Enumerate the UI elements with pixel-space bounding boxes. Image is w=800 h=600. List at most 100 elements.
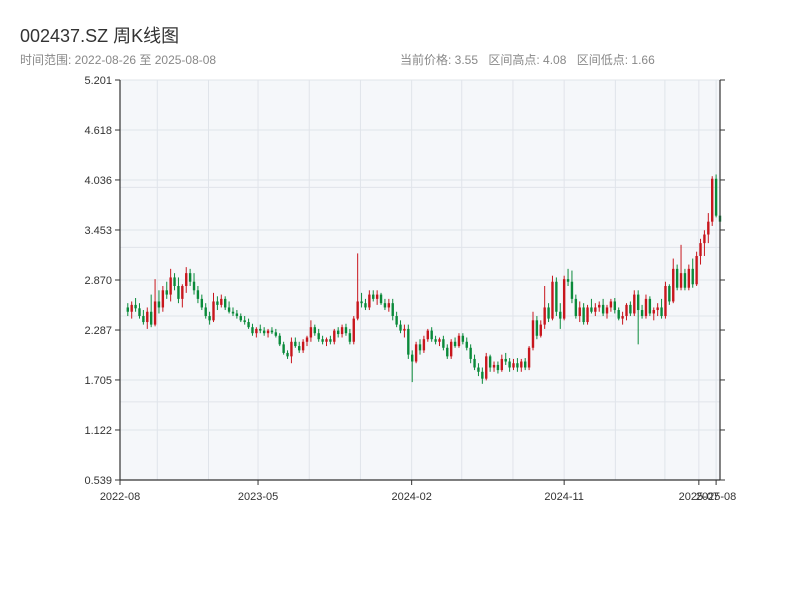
candle [414,341,418,364]
candle-body [527,347,531,368]
candle [566,268,570,287]
candle-body [231,311,235,314]
candle-body [648,298,652,314]
candle-body [508,361,511,368]
candle [707,213,710,244]
candle [274,328,278,338]
candle-body [309,327,313,338]
y-tick-label: 1.705 [84,375,112,387]
candle-body [496,364,500,371]
y-tick-label: 4.618 [84,125,112,137]
candle [562,275,566,321]
candle-body [652,310,655,314]
x-tick-label: 2024-11 [544,491,584,503]
candle [488,354,492,372]
candle-body [691,268,694,285]
y-tick-label: 2.287 [84,325,112,337]
candle [368,290,371,311]
candle-body [282,344,285,353]
candle-body [543,307,546,325]
candle [313,324,317,336]
candle-body [274,332,278,336]
candle [375,290,379,305]
candle-body [200,298,204,308]
candle-body [629,304,632,314]
candle-body [523,361,527,368]
candle [290,337,293,364]
candle-body [582,307,585,323]
candle-body [223,298,227,308]
candle [539,320,542,338]
candle-body [313,327,317,334]
candle [379,292,383,305]
candle-body [344,327,348,334]
candle [336,327,340,338]
stats-row: 当前价格: 3.55 区间高点: 4.08 区间低点: 1.66 [400,51,662,68]
candle [383,298,387,311]
candle-body [625,304,628,317]
candle [520,358,523,372]
candle [208,311,211,325]
candle [352,316,355,345]
candle-body [185,273,188,287]
candle-body [559,311,562,319]
candle [340,324,344,338]
candle-body [695,255,698,285]
candle-body [227,307,231,312]
candle-body [266,330,270,334]
candle-body [461,335,465,342]
candle [570,270,574,304]
candle [165,281,168,299]
y-tick-label: 2.870 [84,275,112,287]
candle [403,324,406,338]
candle [149,294,153,328]
candle-body [301,341,305,351]
candle [173,273,176,291]
candle [138,303,141,319]
candle-body [356,301,359,319]
candle [664,281,667,319]
candle [239,313,242,323]
candle-body [664,286,667,317]
y-tick-label: 5.201 [84,75,112,87]
candle [270,327,274,335]
candle-body [683,273,687,288]
candle [457,333,461,348]
candle [601,298,605,317]
candle [301,339,305,353]
candle [364,298,367,311]
candle [146,307,149,329]
candle [535,316,539,340]
candle-body [711,178,714,222]
candle-body [278,335,281,345]
candle [344,323,348,336]
candle [512,358,515,371]
candle [134,298,137,312]
candle [605,304,609,319]
candle-body [539,324,542,336]
candle-body [352,318,355,342]
candle-body [192,281,196,291]
candle-body [247,322,250,328]
candle-body [181,286,184,299]
candle [227,301,231,314]
candle-body [660,307,663,317]
candle [251,323,254,336]
candle [492,361,496,372]
candles [126,174,722,384]
candle-body [126,307,129,312]
candle [590,298,593,314]
candle-body [298,346,301,351]
candle-body [243,320,246,323]
candle [372,290,375,302]
candle [574,294,578,319]
candle [531,311,535,351]
candle [629,301,632,317]
x-tick-label: 2022-08 [100,491,140,503]
candle-body [449,341,453,357]
candle-body [411,354,414,362]
candle-body [687,268,691,288]
candle [309,320,313,342]
candle-body [399,324,402,331]
y-tick-label: 3.453 [84,225,112,237]
